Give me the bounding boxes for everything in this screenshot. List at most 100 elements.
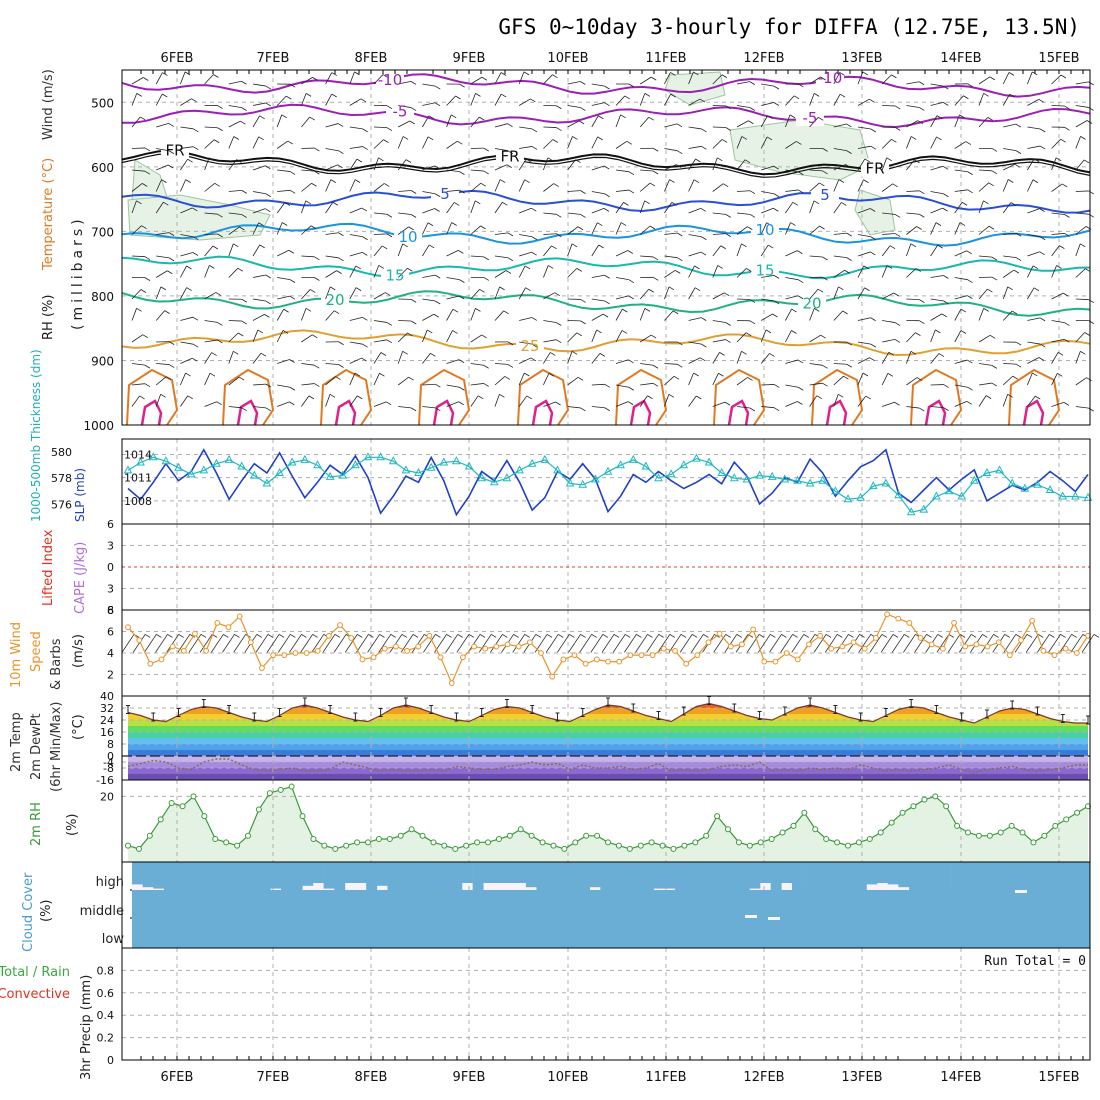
wind10-barb-feather <box>524 634 530 638</box>
wind-barb <box>760 329 767 343</box>
wind-barb-feather <box>193 146 199 151</box>
wind-barb-feather <box>701 317 707 321</box>
wind-barb-feather <box>943 275 949 279</box>
wind-barb <box>857 265 865 278</box>
wind-barb <box>1027 98 1040 106</box>
rh-marker <box>943 803 950 810</box>
wind-barb <box>446 202 455 214</box>
wind10-barb-feather <box>881 634 888 638</box>
wind-barb <box>518 287 526 300</box>
wind10-barb <box>579 634 593 653</box>
wind10-barb-feather <box>401 634 408 638</box>
wind10-barb <box>478 634 492 653</box>
wind-barb-feather <box>938 353 945 357</box>
wind-barb-feather <box>991 256 998 261</box>
wind-barb-feather <box>864 158 871 163</box>
wind-barb <box>930 313 942 321</box>
wind-barb-feather <box>814 93 820 97</box>
wind-barb <box>785 295 799 300</box>
wind-barb-feather <box>451 222 457 226</box>
label-rh-pct2: (%) <box>65 814 80 837</box>
li-tick-label: 6 <box>107 518 114 531</box>
wind-barb-feather <box>551 245 557 250</box>
wind-barb-feather <box>483 364 489 369</box>
label-low: low <box>102 932 125 947</box>
wind-barb-feather <box>571 350 578 355</box>
rh-marker <box>310 836 317 843</box>
wind-barb <box>906 159 915 171</box>
wind-barb <box>204 157 210 171</box>
wind-barb <box>1027 287 1035 300</box>
wind-barb-feather <box>265 300 272 305</box>
wind-barb <box>881 265 888 278</box>
rh-shaded-area <box>664 71 726 106</box>
cloud-high-bar <box>174 862 186 890</box>
cloud-high-bar <box>366 862 378 890</box>
wind-barb-feather <box>483 147 490 152</box>
wind10-barb <box>557 634 570 653</box>
wind10-barb <box>947 634 961 653</box>
wind10-barb <box>657 634 671 653</box>
cloud-high-bar <box>185 862 197 890</box>
wind-barb <box>664 310 674 321</box>
wind-barb-feather <box>1088 81 1094 86</box>
wind10-marker <box>326 632 332 639</box>
wind-barb-feather <box>289 386 296 391</box>
wind-barb <box>954 202 963 214</box>
wind10-barb-feather <box>725 634 731 638</box>
wind-barb-feather <box>409 120 415 125</box>
wind-barb-feather <box>185 179 191 183</box>
temp-ylabels: 2m Temp 2m DewPt (6hr Min/Max) (°C) <box>9 702 86 792</box>
wind10-barb-feather <box>781 634 787 638</box>
wind-barb-feather <box>575 159 581 164</box>
wind-barb <box>180 372 186 386</box>
cloud-high-bar <box>195 862 207 890</box>
wind10-barb <box>367 634 380 653</box>
wind10-marker <box>259 665 265 671</box>
day-label-bottom: 6FEB <box>161 1070 194 1085</box>
wind-barb <box>519 234 533 238</box>
wind10-barb <box>166 634 179 653</box>
wind-barb <box>1002 179 1009 192</box>
thickness-marker <box>515 465 524 474</box>
wind10-marker <box>359 656 366 663</box>
wind-barb-feather <box>894 322 901 326</box>
thickness-marker <box>717 467 727 476</box>
label-2m-rh: 2m RH <box>29 802 44 846</box>
wind-barb-feather <box>168 150 175 155</box>
isotherm-label: 5 <box>820 186 830 204</box>
wind10-barb <box>836 634 849 653</box>
wind10-barb-feather <box>312 634 318 638</box>
cloud-high-bar <box>887 862 899 885</box>
wind-barb-feather <box>215 292 222 296</box>
wind10-barb <box>210 634 224 653</box>
thickness-marker <box>199 465 209 474</box>
thickness-tick-label: 580 <box>51 446 72 459</box>
wind-barb <box>954 222 961 235</box>
cloud-high-bar <box>483 862 495 883</box>
wind-barb <box>543 157 549 171</box>
thickness-marker <box>932 491 941 500</box>
thickness-marker <box>363 452 373 461</box>
wind10-barb <box>456 634 470 653</box>
wind-barb <box>228 243 234 257</box>
thickness-marker <box>262 478 272 487</box>
wind-barb <box>688 341 702 345</box>
temp-tick-label: 8 <box>107 738 114 751</box>
pressure-tick-label: 800 <box>91 290 114 304</box>
wind-barb-feather <box>1033 287 1040 292</box>
wind-barb-feather <box>361 357 367 362</box>
rh-marker <box>365 839 371 846</box>
wind-barb <box>591 353 601 364</box>
wind-barb <box>978 200 984 214</box>
wind-barb-feather <box>265 407 272 412</box>
wind-barb-feather <box>741 136 748 140</box>
wind-barb-feather <box>524 372 530 377</box>
rh-marker <box>517 826 524 833</box>
wind-barb <box>446 359 460 364</box>
wind-barb-feather <box>526 158 532 163</box>
wind10-barb-feather <box>1026 634 1033 638</box>
wind-barb-feather <box>620 222 627 226</box>
wind-barb-feather <box>525 287 531 292</box>
wind10-marker <box>761 658 768 665</box>
